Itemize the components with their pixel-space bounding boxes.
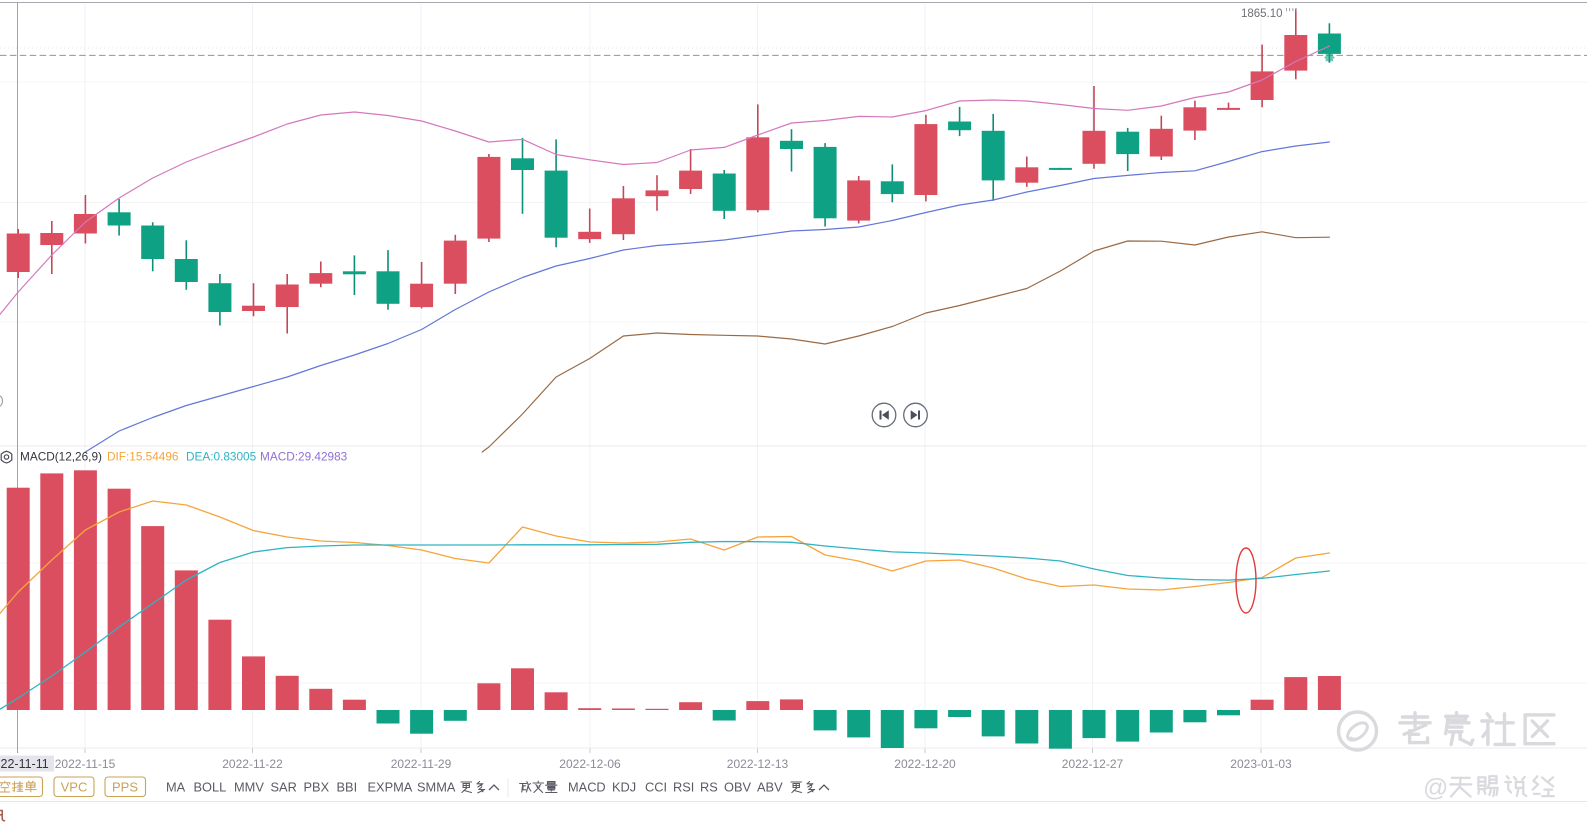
svg-text:2022-11-15: 2022-11-15: [55, 757, 116, 771]
svg-text:2022-11-29: 2022-11-29: [391, 757, 452, 771]
svg-text:DIF:15.54496: DIF:15.54496: [107, 450, 179, 464]
svg-text:RS: RS: [700, 780, 718, 795]
svg-text:VPC: VPC: [61, 780, 88, 795]
svg-text:2022-11-22: 2022-11-22: [222, 757, 283, 771]
svg-text:KDJ: KDJ: [612, 780, 636, 795]
svg-text:2022-12-13: 2022-12-13: [727, 757, 789, 771]
svg-text:PBX: PBX: [304, 780, 330, 795]
svg-text:@: @: [1423, 774, 1448, 802]
svg-text:1865.10: 1865.10: [1241, 8, 1283, 20]
svg-text:2022-12-20: 2022-12-20: [894, 757, 956, 771]
svg-text:2022-12-06: 2022-12-06: [559, 757, 621, 771]
svg-text:EXPMA: EXPMA: [368, 780, 413, 795]
svg-text:MACD:29.42983: MACD:29.42983: [260, 450, 348, 464]
svg-text:MACD: MACD: [568, 780, 606, 795]
svg-text:2023-01-03: 2023-01-03: [1230, 757, 1292, 771]
svg-text:PPS: PPS: [112, 780, 138, 795]
svg-text:2022-12-27: 2022-12-27: [1062, 757, 1124, 771]
svg-text:ABV: ABV: [757, 780, 783, 795]
svg-text:OBV: OBV: [724, 780, 751, 795]
svg-text:MMV: MMV: [234, 780, 264, 795]
svg-text:BOLL: BOLL: [194, 780, 227, 795]
svg-text:BBI: BBI: [337, 780, 358, 795]
svg-text:SAR: SAR: [271, 780, 297, 795]
svg-text:SMMA: SMMA: [417, 780, 456, 795]
svg-text:MA: MA: [166, 780, 186, 795]
svg-text:RSI: RSI: [673, 780, 694, 795]
svg-text:CCI: CCI: [645, 780, 667, 795]
svg-text:DEA:0.83005: DEA:0.83005: [186, 450, 257, 464]
svg-text:MACD(12,26,9): MACD(12,26,9): [20, 450, 102, 464]
svg-text:22-11-11: 22-11-11: [1, 757, 49, 771]
